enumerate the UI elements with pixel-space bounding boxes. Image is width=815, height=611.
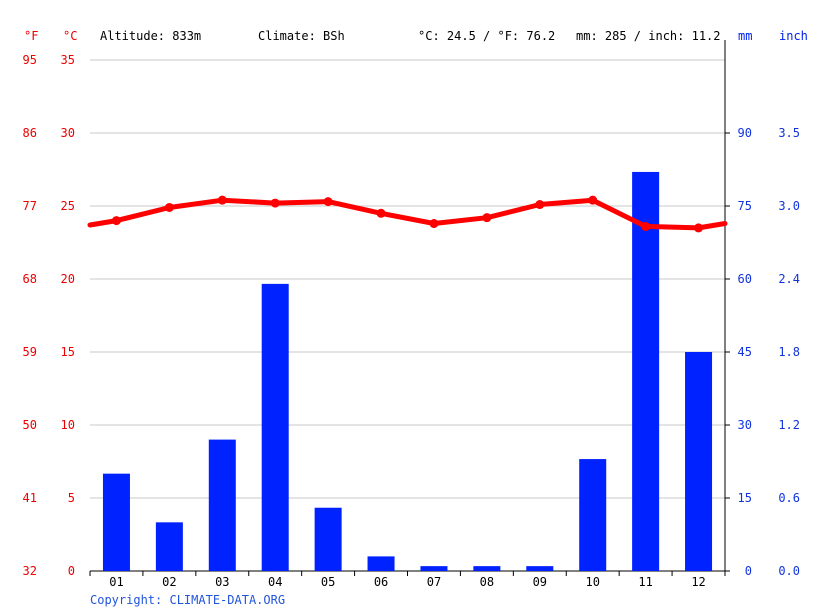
fahrenheit-tick-label: 95 bbox=[23, 53, 37, 67]
precipitation-bar bbox=[261, 283, 289, 571]
celsius-tick-label: 0 bbox=[68, 564, 75, 578]
left-axis-ticks: 0 32 5 41 10 50 15 59 20 68 25 77 30 86 35 95 bbox=[23, 53, 75, 578]
month-tick-label: 08 bbox=[480, 575, 494, 589]
month-tick-label: 07 bbox=[427, 575, 441, 589]
temperature-point bbox=[376, 208, 386, 218]
inch-tick-label: 3.0 bbox=[778, 199, 800, 213]
temperature-point bbox=[270, 198, 280, 208]
climate-label: Climate: BSh bbox=[258, 29, 345, 43]
precipitation-bar bbox=[632, 171, 660, 571]
temperature-point bbox=[429, 219, 439, 229]
fahrenheit-tick-label: 41 bbox=[23, 491, 37, 505]
precipitation-summary: mm: 285 / inch: 11.2 bbox=[576, 29, 721, 43]
month-tick-label: 10 bbox=[585, 575, 599, 589]
precipitation-bar bbox=[526, 566, 554, 571]
temperature-point bbox=[164, 202, 174, 212]
temperature-point bbox=[694, 223, 704, 233]
month-tick-label: 02 bbox=[162, 575, 176, 589]
celsius-tick-label: 15 bbox=[61, 345, 75, 359]
month-tick-label: 11 bbox=[638, 575, 652, 589]
temperature-point bbox=[217, 195, 227, 205]
celsius-tick-label: 35 bbox=[61, 53, 75, 67]
month-ticks: 01 02 03 04 05 06 07 08 09 10 11 12 bbox=[89, 571, 726, 589]
gridlines bbox=[90, 59, 725, 499]
mm-tick-label: 90 bbox=[738, 126, 752, 140]
month-tick-label: 03 bbox=[215, 575, 229, 589]
celsius-tick-label: 30 bbox=[61, 126, 75, 140]
month-tick-label: 04 bbox=[268, 575, 282, 589]
mm-tick-label: 0 bbox=[745, 564, 752, 578]
precipitation-bar bbox=[314, 507, 342, 571]
temperature-point bbox=[641, 221, 651, 231]
precipitation-bar bbox=[208, 439, 236, 571]
precipitation-bar bbox=[685, 352, 713, 571]
temperature-point bbox=[535, 200, 545, 210]
inch-tick-label: 0.6 bbox=[778, 491, 800, 505]
altitude-label: Altitude: 833m bbox=[100, 29, 201, 43]
mm-unit-label: mm bbox=[738, 29, 752, 43]
right-axis-ticks: 0 0.0 15 0.6 30 1.2 45 1.8 60 2.4 75 3.0 90 3.5 bbox=[738, 126, 800, 578]
mm-tick-label: 60 bbox=[738, 272, 752, 286]
precipitation-bar bbox=[473, 566, 501, 571]
inch-tick-label: 3.5 bbox=[778, 126, 800, 140]
temperature-summary: °C: 24.5 / °F: 76.2 bbox=[418, 29, 555, 43]
fahrenheit-unit-label: °F bbox=[24, 29, 38, 43]
month-tick-label: 09 bbox=[533, 575, 547, 589]
fahrenheit-tick-label: 32 bbox=[23, 564, 37, 578]
inch-tick-label: 1.2 bbox=[778, 418, 800, 432]
temperature-series-line bbox=[87, 197, 728, 231]
temperature-point bbox=[588, 195, 598, 205]
fahrenheit-tick-label: 68 bbox=[23, 272, 37, 286]
celsius-tick-label: 20 bbox=[61, 272, 75, 286]
inch-tick-label: 2.4 bbox=[778, 272, 800, 286]
fahrenheit-tick-label: 59 bbox=[23, 345, 37, 359]
temperature-point bbox=[482, 213, 492, 223]
inch-tick-label: 1.8 bbox=[778, 345, 800, 359]
temperature-point bbox=[323, 197, 333, 207]
precipitation-bar bbox=[579, 459, 607, 571]
mm-tick-label: 75 bbox=[738, 199, 752, 213]
inch-tick-label: 0.0 bbox=[778, 564, 800, 578]
fahrenheit-tick-label: 77 bbox=[23, 199, 37, 213]
precipitation-bar bbox=[420, 566, 448, 571]
mm-tick-label: 15 bbox=[738, 491, 752, 505]
temperature-line bbox=[87, 195, 728, 233]
precipitation-bars bbox=[102, 171, 713, 571]
celsius-tick-label: 10 bbox=[61, 418, 75, 432]
precipitation-bar bbox=[102, 473, 130, 571]
fahrenheit-tick-label: 86 bbox=[23, 126, 37, 140]
month-tick-label: 01 bbox=[109, 575, 123, 589]
inch-unit-label: inch bbox=[779, 29, 808, 43]
month-tick-label: 06 bbox=[374, 575, 388, 589]
fahrenheit-tick-label: 50 bbox=[23, 418, 37, 432]
celsius-tick-label: 5 bbox=[68, 491, 75, 505]
precipitation-bar bbox=[155, 522, 183, 571]
month-tick-label: 12 bbox=[691, 575, 705, 589]
mm-tick-label: 30 bbox=[738, 418, 752, 432]
month-tick-label: 05 bbox=[321, 575, 335, 589]
celsius-unit-label: °C bbox=[63, 29, 77, 43]
temperature-point bbox=[111, 216, 121, 226]
precipitation-bar bbox=[367, 556, 395, 571]
celsius-tick-label: 25 bbox=[61, 199, 75, 213]
copyright-text: Copyright: CLIMATE-DATA.ORG bbox=[90, 593, 285, 607]
mm-tick-label: 45 bbox=[738, 345, 752, 359]
